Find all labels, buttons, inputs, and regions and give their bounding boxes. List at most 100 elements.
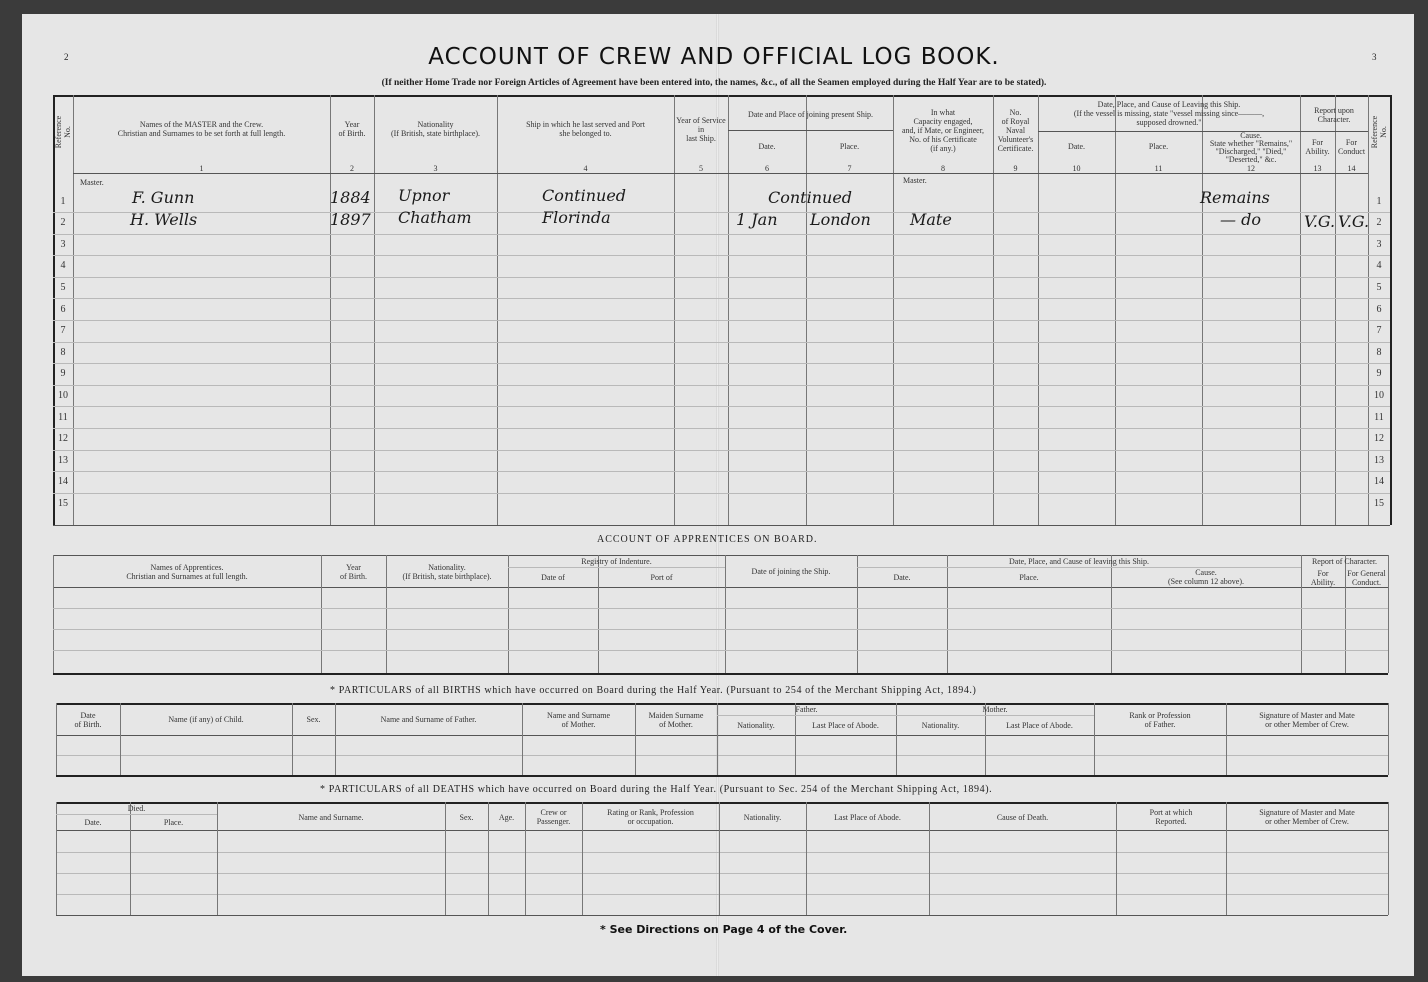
row-number-right: 4 (1376, 260, 1382, 272)
crew-last-ship: Continued (542, 186, 627, 205)
crew-join-date: 1 Jan (736, 210, 778, 229)
row-number: 3 (60, 238, 66, 250)
rule-line (53, 298, 1390, 300)
join-date-header: Date. (758, 141, 776, 151)
row-number-right: 5 (1376, 282, 1382, 294)
row-number: 7 (60, 325, 66, 337)
column-line (1368, 95, 1369, 525)
apprentice-cause-header: Cause. (See column 12 above). (1168, 568, 1244, 586)
rule-line (56, 830, 1388, 831)
row-number-right: 6 (1376, 303, 1382, 315)
child-name-header: Name (if any) of Child. (168, 715, 244, 724)
row-number-right: 13 (1374, 454, 1384, 466)
rule-line (56, 915, 1388, 916)
row-number-right: 7 (1376, 325, 1382, 337)
row-number-right: 11 (1374, 411, 1384, 423)
apprentice-conduct-header: For General Conduct. (1347, 568, 1386, 587)
column-line (386, 555, 387, 673)
column-line (795, 703, 796, 775)
row-number: 5 (60, 282, 66, 294)
cause-of-death-header: Cause of Death. (996, 812, 1049, 822)
rule-line (53, 587, 1388, 588)
column-line (635, 703, 636, 775)
port-reported-header: Port at which Reported. (1149, 808, 1193, 826)
join-place-header: Place. (839, 141, 860, 151)
rule-line (1038, 131, 1300, 132)
rule-line (53, 449, 1390, 451)
ability-header: For Ability. (1305, 137, 1330, 156)
rule-line (53, 255, 1390, 257)
row-number-right: 1 (1376, 195, 1382, 207)
rule-line (53, 555, 1388, 556)
column-line (725, 555, 726, 673)
column-line (1038, 95, 1039, 525)
year-of-birth-header: Year of Birth. (338, 120, 366, 138)
column-line (497, 95, 498, 525)
column-line (335, 703, 336, 775)
column-number: 12 (1247, 164, 1255, 173)
leaving-header: Date, Place, and Cause of Leaving this S… (1073, 100, 1265, 127)
rule-line (53, 341, 1390, 343)
birth-signature-header: Signature of Master and Mate or other Me… (1259, 710, 1355, 729)
cause-header: Cause. State whether "Remains," "Dischar… (1209, 131, 1293, 164)
column-line (993, 95, 994, 525)
column-line (1345, 555, 1346, 673)
column-number: 6 (765, 164, 769, 173)
father-abode-header: Last Place of Abode. (812, 720, 879, 730)
crew-joining: Continued (768, 188, 853, 207)
father-group-header: Father. (795, 705, 818, 714)
apprentice-leave-date-header: Date. (893, 572, 911, 582)
column-number: 10 (1072, 164, 1081, 173)
column-line (130, 802, 131, 915)
father-name-header: Name and Surname of Father. (380, 715, 477, 724)
deceased-name-header: Name and Surname. (298, 812, 364, 822)
rule-line (508, 567, 725, 568)
column-number: 3 (433, 164, 438, 173)
column-number: 14 (1347, 164, 1356, 173)
rule-line (56, 873, 1388, 874)
deceased-nationality-header: Nationality. (743, 812, 782, 822)
year-of-service-header: Year of Service in last Ship. (676, 115, 726, 143)
column-line (1111, 555, 1112, 673)
column-line (1226, 703, 1227, 775)
row-number: 1 (60, 195, 66, 207)
registry-header: Registry of Indenture. (581, 557, 652, 566)
column-line (53, 555, 54, 673)
apprentices-title: ACCOUNT OF APPRENTICES ON BOARD. (597, 534, 818, 545)
column-line (719, 802, 720, 915)
apprentice-nationality-header: Nationality. (If British, state birthpla… (402, 562, 492, 581)
column-line (1388, 555, 1389, 673)
rule-line (728, 130, 893, 131)
rule-line (56, 894, 1388, 895)
child-sex-header: Sex. (306, 715, 321, 724)
column-line (1301, 555, 1302, 673)
row-number: 13 (58, 454, 68, 466)
registry-port-header: Port of (650, 572, 673, 582)
mother-name-header: Name and Surname of Mother. (546, 710, 611, 729)
crew-cause: — do (1220, 210, 1261, 229)
rule-line (73, 173, 1368, 174)
column-line (330, 95, 331, 525)
row-number-right: 8 (1376, 346, 1382, 358)
row-number: 15 (58, 498, 68, 510)
row-number: 12 (58, 433, 68, 445)
row-number-right: 3 (1376, 238, 1382, 250)
reference-no-header-right: Reference No. (1370, 115, 1388, 149)
column-line (120, 703, 121, 775)
column-number: 2 (350, 164, 354, 173)
crew-name: F. Gunn (132, 188, 195, 207)
rule-line (56, 735, 1388, 736)
row-number-right: 2 (1376, 217, 1382, 229)
column-line (56, 802, 57, 915)
rule-line (53, 471, 1390, 473)
rule-line (56, 852, 1388, 853)
rule-line (53, 363, 1390, 365)
row-number: 2 (60, 217, 66, 229)
column-line (1300, 95, 1301, 525)
column-line (806, 95, 807, 525)
names-header: Names of the MASTER and the Crew. Christ… (117, 120, 286, 138)
column-line (522, 703, 523, 775)
died-group-header: Died. (127, 804, 146, 813)
row-number: 6 (60, 303, 66, 315)
crew-or-passenger-header: Crew or Passenger. (536, 808, 571, 826)
